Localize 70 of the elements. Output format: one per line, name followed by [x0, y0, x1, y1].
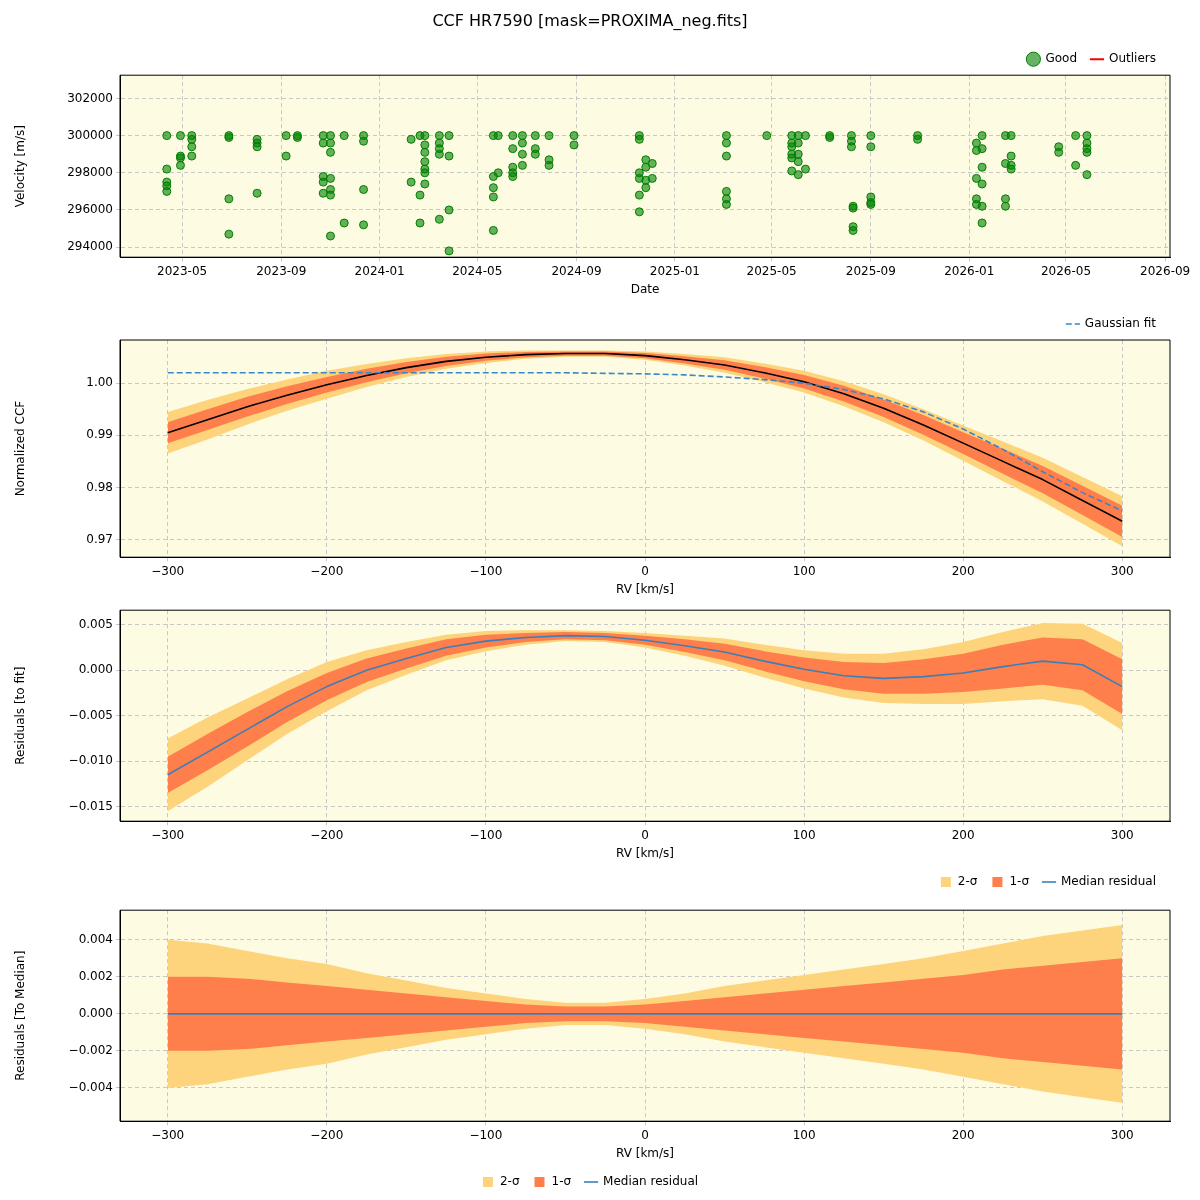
x-tick-label: 2024-01 [354, 263, 405, 278]
y-tick-label: −0.002 [68, 1042, 113, 1057]
x-tick-label: 200 [951, 563, 975, 578]
y-tick-label: 296000 [67, 202, 113, 217]
x-tick-label: 2025-09 [845, 263, 896, 278]
x-tick-label: 2024-05 [452, 263, 503, 278]
x-tick-label: 200 [951, 827, 975, 842]
x-tick-label: 2023-05 [157, 263, 208, 278]
x-tick-label: −300 [151, 827, 185, 842]
legend-label: Good [1045, 51, 1078, 66]
x-tick-label: −100 [469, 563, 503, 578]
y-axis-title: Residuals [To Median] [13, 950, 28, 1081]
x-tick-label: 2026-01 [944, 263, 995, 278]
y-axis-title: Velocity [m/s] [13, 125, 28, 208]
y-tick-label: 0.97 [86, 531, 113, 546]
x-tick-label: 200 [951, 1127, 975, 1142]
y-axis-title: Residuals [to fit] [13, 666, 28, 765]
y-tick-label: 300000 [67, 127, 113, 142]
x-tick-label: −100 [469, 1127, 503, 1142]
x-tick-label: −200 [310, 1127, 344, 1142]
y-tick-label: 298000 [67, 164, 113, 179]
x-tick-label: 2025-01 [649, 263, 700, 278]
x-tick-label: −200 [310, 563, 344, 578]
legend-label: 2-σ [499, 1174, 520, 1189]
x-axis-title: RV [km/s] [615, 1145, 675, 1160]
y-axis-title: Normalized CCF [13, 400, 28, 497]
y-tick-label: 0.99 [86, 427, 113, 442]
y-tick-label: 0.98 [86, 479, 113, 494]
x-tick-label: 300 [1110, 1127, 1134, 1142]
x-axis-title: RV [km/s] [615, 581, 675, 596]
legend-label: 1-σ [1009, 874, 1030, 889]
chart-title: CCF HR7590 [mask=PROXIMA_neg.fits] [432, 10, 748, 31]
y-tick-label: 302000 [67, 90, 113, 105]
x-tick-label: 100 [792, 563, 816, 578]
x-tick-label: 300 [1110, 827, 1134, 842]
legend-label: Gaussian fit [1084, 316, 1157, 331]
x-tick-label: 2024-09 [551, 263, 602, 278]
x-tick-label: 100 [792, 1127, 816, 1142]
y-tick-label: 0.005 [78, 616, 113, 631]
x-tick-label: −100 [469, 827, 503, 842]
x-tick-label: −300 [151, 563, 185, 578]
x-tick-label: 0 [641, 1127, 649, 1142]
line-series [166, 372, 1124, 512]
y-tick-label: 0.000 [78, 662, 113, 677]
legend-label: Median residual [603, 1174, 699, 1189]
x-tick-label: 100 [792, 827, 816, 842]
y-tick-label: 0.002 [78, 968, 113, 983]
x-tick-label: 2026-09 [1140, 263, 1191, 278]
y-tick-label: −0.010 [68, 753, 113, 768]
x-tick-label: −300 [151, 1127, 185, 1142]
x-tick-label: −200 [310, 827, 344, 842]
legend-label: Median residual [1060, 874, 1157, 889]
y-tick-label: 294000 [67, 239, 113, 254]
y-tick-label: −0.005 [68, 707, 113, 722]
x-tick-label: 0 [641, 563, 649, 578]
x-tick-label: 300 [1110, 563, 1134, 578]
y-tick-label: 1.00 [86, 375, 113, 390]
x-tick-label: 2023-09 [256, 263, 307, 278]
y-tick-label: 0.004 [78, 931, 113, 946]
x-tick-label: 2025-05 [746, 263, 797, 278]
legend-label: 1-σ [551, 1174, 572, 1189]
y-tick-label: −0.015 [68, 798, 113, 813]
legend-label: 2-σ [957, 874, 978, 889]
y-tick-label: −0.004 [68, 1080, 113, 1095]
x-axis-title: RV [km/s] [615, 845, 675, 860]
x-tick-label: 0 [641, 827, 649, 842]
y-tick-label: 0.000 [78, 1005, 113, 1020]
x-axis-title: Date [630, 281, 660, 296]
x-tick-label: 2026-05 [1040, 263, 1092, 278]
legend-label: Outliers [1109, 51, 1157, 66]
